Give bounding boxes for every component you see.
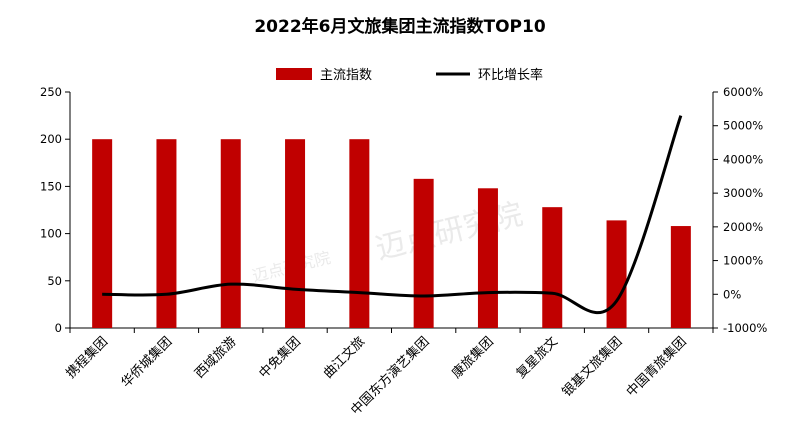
y-right-tick-label: 3000% xyxy=(723,186,763,200)
y-right-tick-label: 1000% xyxy=(723,254,763,268)
x-tick-label: 华侨城集团 xyxy=(118,334,175,391)
y-left-tick-label: 0 xyxy=(55,321,62,335)
y-right-tick-label: 2000% xyxy=(723,220,763,234)
bar xyxy=(477,188,498,328)
y-right-tick-label: 4000% xyxy=(723,152,763,166)
series-line-growth xyxy=(102,115,683,315)
bar xyxy=(220,139,241,328)
svg-text:迈点研究院: 迈点研究院 xyxy=(372,197,526,267)
x-tick-label: 西域旅游 xyxy=(192,334,239,381)
bar xyxy=(670,226,691,328)
y-right-tick-label: 5000% xyxy=(723,119,763,133)
legend: 主流指数 环比增长率 xyxy=(276,67,543,83)
bar xyxy=(92,139,113,328)
x-tick-label: 复星旅文 xyxy=(514,334,561,381)
legend-line-label: 环比增长率 xyxy=(478,67,543,83)
bar xyxy=(606,220,627,328)
y-left-tick-label: 100 xyxy=(40,227,62,241)
bar xyxy=(349,139,370,328)
y-left-tick-label: 200 xyxy=(40,132,62,146)
y-left-tick-label: 150 xyxy=(40,179,62,193)
y-right-tick-label: 6000% xyxy=(723,85,763,99)
bar xyxy=(542,207,563,328)
bar xyxy=(156,139,177,328)
chart-title: 2022年6月文旅集团主流指数TOP10 xyxy=(254,16,545,37)
bar xyxy=(285,139,306,328)
y-right-tick-label: 0% xyxy=(723,287,741,301)
x-tick-label: 中免集团 xyxy=(256,334,304,382)
x-tick-label: 银基文旅集团 xyxy=(559,334,625,400)
x-tick-label: 携程集团 xyxy=(63,334,111,382)
y-right-tick-label: -1000% xyxy=(723,321,767,335)
y-left-tick-label: 50 xyxy=(47,274,62,288)
x-tick-label: 中国青旅集团 xyxy=(623,334,689,400)
y-left-tick-label: 250 xyxy=(40,85,62,99)
legend-bar-label: 主流指数 xyxy=(320,68,372,83)
x-tick-label: 曲江文旅 xyxy=(321,334,368,381)
legend-bar-swatch xyxy=(276,68,312,80)
bar xyxy=(413,178,434,328)
x-tick-label: 康旅集团 xyxy=(449,334,497,382)
